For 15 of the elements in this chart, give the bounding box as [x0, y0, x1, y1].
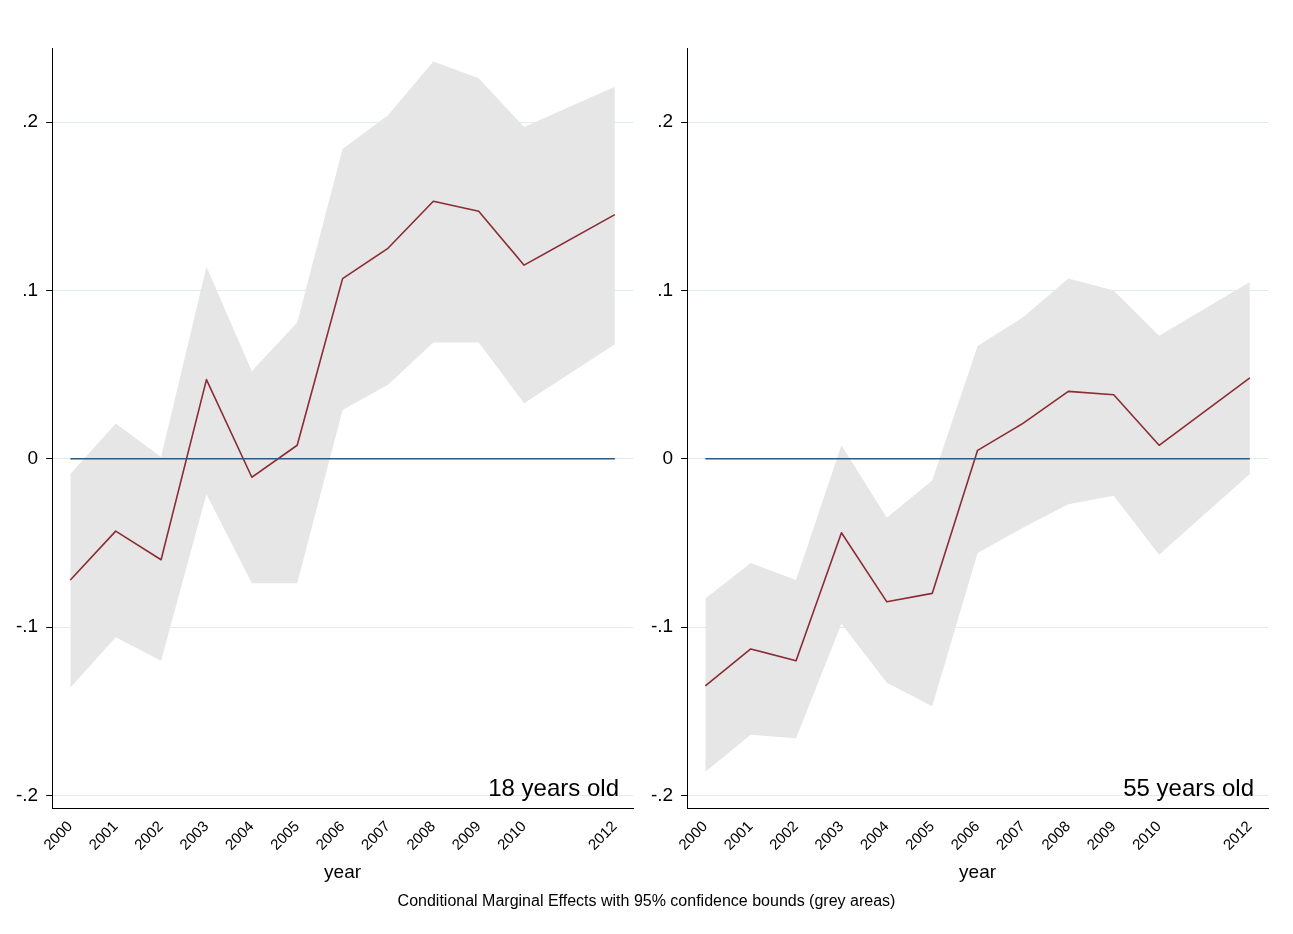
y-tick-label: 0 — [662, 446, 674, 468]
y-tick-label: .2 — [22, 110, 39, 132]
x-axis-title: year — [324, 860, 362, 882]
y-tick-label: .1 — [22, 278, 39, 300]
y-tick-label: -.1 — [15, 615, 39, 637]
y-tick-label: .2 — [657, 110, 674, 132]
annotation: 55 years old — [1123, 773, 1254, 801]
y-tick-label: -.2 — [15, 783, 39, 805]
y-tick-label: .1 — [657, 278, 674, 300]
y-tick-label: -.1 — [650, 615, 674, 637]
x-axis-title: year — [959, 860, 997, 882]
text: Conditional Marginal Effects with 95% confidence bounds (grey areas) — [396, 892, 897, 910]
y-tick-label: 0 — [27, 446, 39, 468]
y-tick-label: -.2 — [650, 783, 674, 805]
annotation: 18 years old — [488, 773, 619, 801]
